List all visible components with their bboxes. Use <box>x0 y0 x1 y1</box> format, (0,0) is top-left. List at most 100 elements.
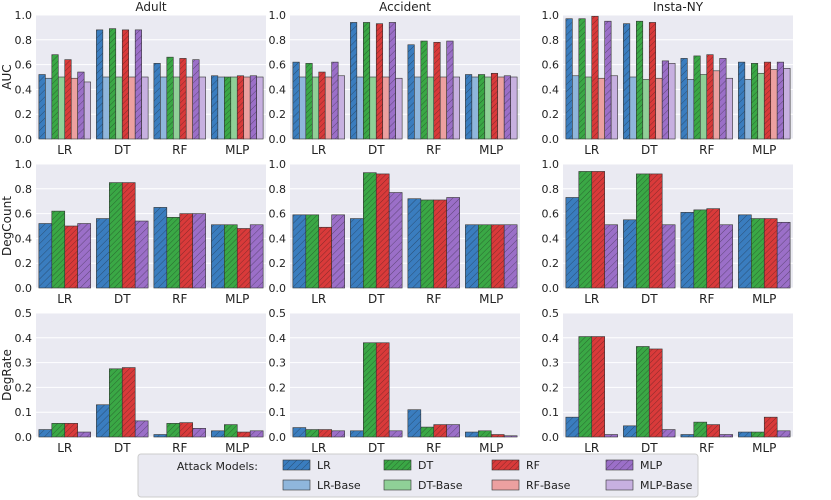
x-tick-label: RF <box>172 441 187 455</box>
y-tick-label: 0.0 <box>269 431 287 444</box>
bar-rf-rf <box>706 208 720 289</box>
x-tick-label: MLP <box>479 143 503 157</box>
bar-lr-mlp <box>738 214 752 289</box>
y-tick-label: 0.0 <box>542 133 560 146</box>
bar-lr-base-mlp <box>471 76 479 140</box>
bar-rf-base-rf <box>185 76 193 140</box>
y-tick-label: 0.4 <box>269 83 287 96</box>
x-tick-label: DT <box>114 441 131 455</box>
y-tick-label: 0.1 <box>269 406 287 419</box>
bar-lr-base-dt <box>629 76 637 140</box>
y-tick-label: 0.2 <box>269 108 287 121</box>
bar-rf-dt <box>375 342 390 438</box>
bar-rf-mlp <box>236 431 251 438</box>
bar-lr-dt <box>350 22 358 140</box>
y-tick-label: 0.4 <box>542 232 560 245</box>
x-tick-label: DT <box>368 143 385 157</box>
bar-dt-base-mlp <box>484 76 492 140</box>
y-tick-label: 0.2 <box>542 108 560 121</box>
bar-lr-base-lr <box>572 75 580 140</box>
bar-dt-rf <box>420 426 435 438</box>
panel-title: Insta-NY <box>653 0 704 14</box>
legend-swatch <box>605 479 634 491</box>
legend-entry-lr-base: LR-Base <box>282 479 361 492</box>
bar-lr-lr <box>38 223 53 289</box>
bar-mlp-dt <box>661 60 669 140</box>
bar-dt-dt <box>109 28 117 140</box>
x-tick-label: MLP <box>479 441 503 455</box>
bar-mlp-lr <box>604 20 612 140</box>
bar-dt-lr <box>578 171 593 289</box>
legend-entry-dt: DT <box>383 459 433 472</box>
panel-title: Adult <box>135 0 167 14</box>
bar-rf-base-dt <box>128 76 136 140</box>
x-tick-label: DT <box>641 143 658 157</box>
bar-rf-dt <box>375 23 384 140</box>
legend-entry-rf-base: RF-Base <box>491 479 571 492</box>
bar-mlp-rf <box>192 59 200 140</box>
y-tick-label: 0.4 <box>15 332 33 345</box>
legend-label: LR <box>317 459 331 472</box>
bar-rf-mlp <box>490 434 505 438</box>
bar-rf-rf <box>433 424 447 438</box>
bar-lr-base-dt <box>356 76 364 140</box>
bar-lr-mlp <box>738 431 752 438</box>
bar-rf-base-lr <box>324 76 332 140</box>
bar-mlp-mlp <box>249 430 264 438</box>
bar-dt-rf <box>166 423 181 438</box>
legend-swatch <box>282 479 311 491</box>
panel-9: 0.0 0.1 0.2 0.3 0.4 0.5 LR DT RF MLP <box>542 307 793 455</box>
y-tick-label: 0.4 <box>542 332 560 345</box>
bar-lr-lr <box>565 416 580 438</box>
bar-rf-lr <box>64 423 78 438</box>
x-tick-label: DT <box>641 441 658 455</box>
y-tick-label: 0.5 <box>542 307 560 320</box>
bar-dt-mlp <box>478 74 486 140</box>
bar-rf-base-mlp <box>243 76 251 140</box>
bar-mlp-rf <box>446 197 460 289</box>
bar-dt-rf <box>420 40 428 140</box>
bar-lr-dt <box>350 218 364 289</box>
panel-2: 0.0 0.2 0.4 0.6 0.8 1.0 LR DT RF MLP Accident <box>269 0 520 157</box>
bar-mlp-dt <box>661 429 676 438</box>
bar-lr-mlp <box>211 224 225 289</box>
x-tick-label: DT <box>641 292 658 306</box>
bar-mlp-rf <box>719 58 727 140</box>
bar-dt-lr <box>578 18 586 140</box>
y-tick-label: 0.6 <box>269 208 287 221</box>
x-tick-label: MLP <box>479 292 503 306</box>
bar-dt-base-rf <box>172 76 181 140</box>
bar-rf-dt <box>648 173 663 289</box>
bar-lr-rf <box>407 409 422 438</box>
bar-rf-base-lr <box>70 77 78 140</box>
bar-dt-rf <box>693 209 708 289</box>
bar-lr-rf <box>407 198 422 289</box>
x-tick-label: RF <box>426 292 441 306</box>
bar-dt-base-dt <box>369 76 377 140</box>
panel-4: 0.0 0.2 0.4 0.6 0.8 1.0 LR DT RF MLP DegCount <box>0 158 266 306</box>
legend-swatch <box>491 479 520 491</box>
bar-rf-dt <box>648 22 657 140</box>
bar-mlp-base-rf <box>725 77 733 140</box>
y-axis-label: DegCount <box>0 196 14 256</box>
legend-label: MLP <box>640 459 663 472</box>
x-tick-label: LR <box>57 143 72 157</box>
bar-mlp-base-dt <box>395 77 403 140</box>
x-tick-label: LR <box>584 292 599 306</box>
panel-title: Accident <box>379 0 431 14</box>
x-tick-label: RF <box>699 143 714 157</box>
y-tick-label: 0.8 <box>15 34 33 47</box>
y-tick-label: 0.2 <box>15 381 33 394</box>
bar-mlp-base-mlp <box>256 76 264 140</box>
bar-dt-mlp <box>478 224 492 289</box>
bar-dt-mlp <box>478 430 492 438</box>
bar-lr-dt <box>96 29 104 140</box>
panel-8: 0.0 0.1 0.2 0.3 0.4 0.5 LR DT RF MLP <box>269 307 520 455</box>
bar-dt-lr <box>305 429 320 438</box>
panel-3: 0.0 0.2 0.4 0.6 0.8 1.0 LR DT RF MLP Insta-NY <box>542 0 793 157</box>
bar-dt-dt <box>363 342 377 438</box>
y-tick-label: 0.1 <box>542 406 560 419</box>
x-tick-label: RF <box>172 143 187 157</box>
x-tick-label: DT <box>368 292 385 306</box>
